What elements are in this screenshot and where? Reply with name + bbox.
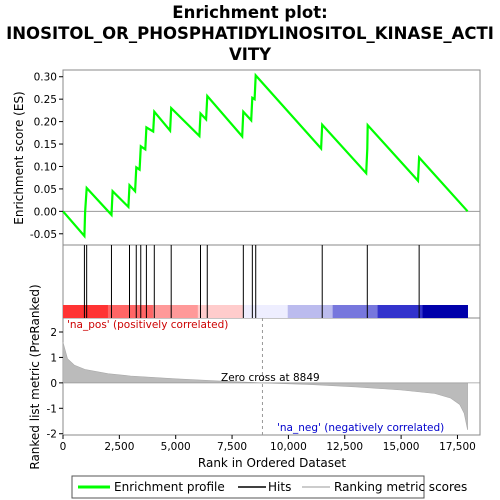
es-ytick-label: 0.15 [34,139,57,151]
heatmap-bar [63,305,468,318]
es-ytick-label: 0.25 [34,94,57,106]
heatmap-segment [377,305,424,318]
legend-hits-label: Hits [268,480,291,494]
xtick-label: 0 [60,441,67,453]
es-axis-label: Enrichment score (ES) [12,91,26,224]
es-panel-frame [62,69,481,246]
heatmap-segment [242,305,289,318]
y-ticks: -0.05 0.00 0.05 0.10 0.15 0.20 0.25 0.30 -2 -1 0 1 2 [30,72,63,441]
x-ticks: 0 2,500 5,000 7,500 10,000 12,500 15,000 17,500 [60,435,476,453]
es-ytick-label: 0.10 [34,161,57,173]
es-ytick-label: 0.00 [34,206,57,218]
neg-label: 'na_neg' (negatively correlated) [277,422,444,434]
legend: Enrichment profile Hits Ranking metric s… [71,475,467,499]
ranking-metric-area [62,318,480,435]
title-line-1: Enrichment plot: [172,3,327,22]
heatmap-segment [107,305,154,318]
heatmap-segment [422,305,468,318]
heatmap-segment [63,305,109,318]
metric-ytick-label: -2 [47,429,57,441]
heatmap-segment [197,305,244,318]
hit-markers [83,245,420,318]
es-ytick-label: 0.20 [34,117,57,129]
heatmap-segment [332,305,379,318]
title-line-3: VITY [229,45,272,64]
es-ytick-label: 0.05 [34,184,57,196]
xtick-label: 5,000 [161,441,191,453]
legend-profile-label: Enrichment profile [114,480,225,494]
es-ytick-label: -0.05 [30,229,57,241]
es-ytick-label: 0.30 [34,72,57,84]
title-line-2: INOSITOL_OR_PHOSPHATIDYLINOSITOL_KINASE_… [6,24,494,43]
metric-ytick-label: 1 [50,352,57,364]
xtick-label: 15,000 [383,441,420,453]
heatmap-segment [152,305,199,318]
zero-cross-label: Zero cross at 8849 [221,372,320,384]
xtick-label: 17,500 [439,441,476,453]
metric-ytick-label: 2 [50,327,57,339]
xtick-label: 7,500 [217,441,247,453]
ranking-metric-fill [62,342,468,430]
xtick-label: 12,500 [326,441,363,453]
pos-label: 'na_pos' (positively correlated) [67,319,228,331]
es-panel [62,72,480,239]
metric-axis-label: Ranked list metric (PreRanked) [28,284,42,469]
legend-metric-label: Ranking metric scores [334,480,467,494]
metric-ytick-label: 0 [50,378,57,390]
enrichment-profile-line [62,72,469,239]
xtick-label: 2,500 [104,441,134,453]
xtick-label: 10,000 [270,441,307,453]
x-axis-label: Rank in Ordered Dataset [198,456,346,470]
metric-ytick-label: -1 [47,403,57,415]
heatmap-segment [287,305,334,318]
